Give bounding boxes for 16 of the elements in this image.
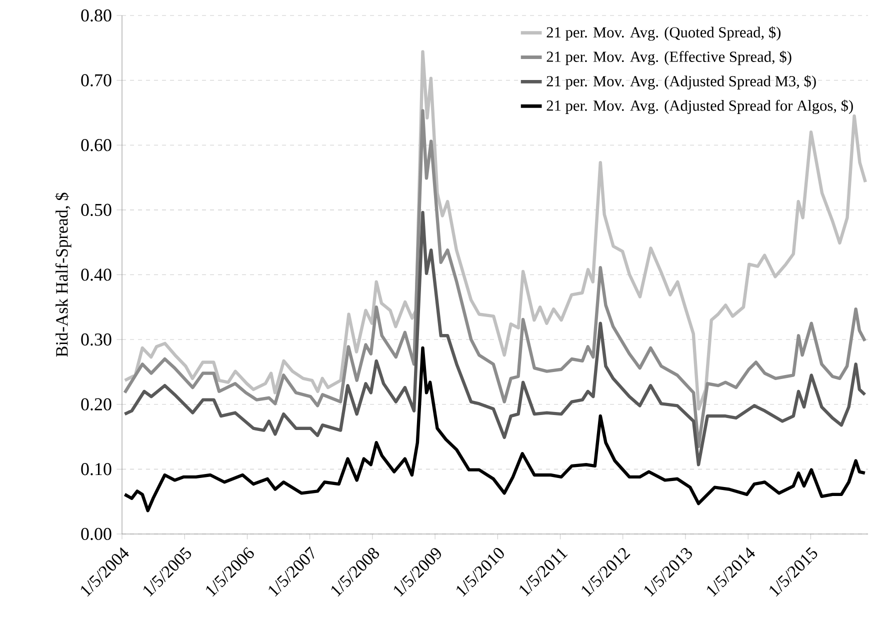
y-tick-label: 0.80 [81,9,112,22]
y-tick-label: 0.00 [81,528,112,540]
y-tick-label: 0.60 [81,138,112,152]
legend-label: 21 per. Mov. Avg. (Effective Spread, $) [546,50,792,66]
y-tick-label: 0.50 [81,204,112,216]
legend-label: 21 per. Mov. Avg. (Quoted Spread, $) [546,26,781,41]
legend-label: 21 per. Mov. Avg. (Adjusted Spread for Algos, $) [546,100,853,114]
line-series [123,346,867,512]
y-tick-label: 0.20 [81,398,112,410]
y-axis-title: Bid-Ask Half-Spread, $ [55,192,72,357]
y-tick-label: 0.70 [81,74,112,86]
legend-label: 21 per. Mov. Avg. (Adjusted Spread M3, $) [546,75,816,90]
y-tick-label: 0.40 [81,268,112,281]
y-tick-label: 0.10 [81,463,112,476]
line-series [123,210,867,466]
y-tick-label: 0.30 [81,333,112,346]
